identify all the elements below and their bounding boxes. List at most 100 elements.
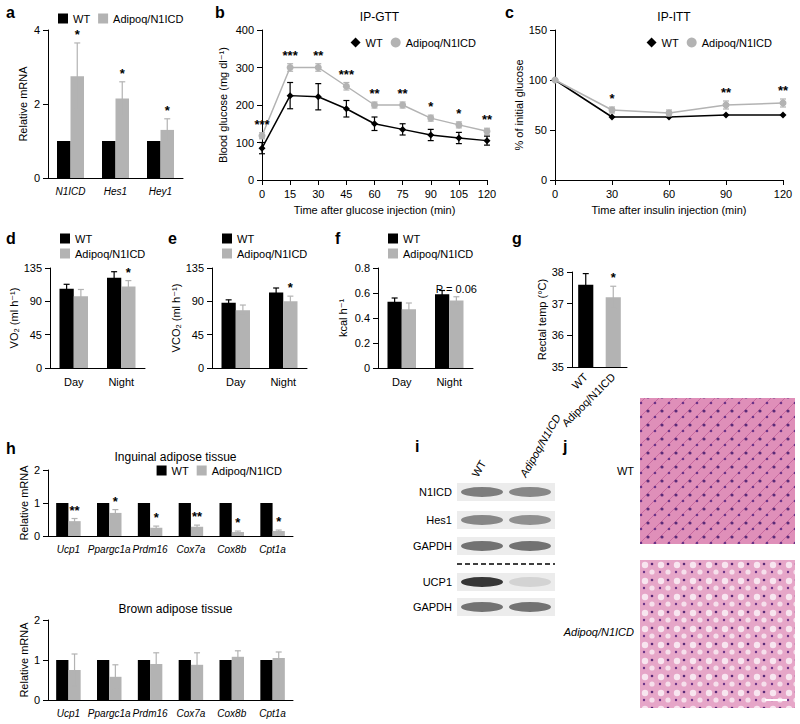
svg-text:Time after insulin injection (: Time after insulin injection (min) <box>592 204 747 216</box>
svg-text:**: ** <box>369 86 380 101</box>
svg-text:WT: WT <box>662 37 679 49</box>
svg-text:Rectal temp (°C): Rectal temp (°C) <box>536 279 548 360</box>
svg-text:60: 60 <box>663 188 675 200</box>
svg-text:VO₂ (ml h⁻¹): VO₂ (ml h⁻¹) <box>8 288 20 349</box>
svg-text:90: 90 <box>425 188 437 200</box>
svg-text:*: * <box>276 514 282 529</box>
svg-text:2: 2 <box>34 98 40 110</box>
svg-text:75: 75 <box>397 188 409 200</box>
svg-text:0.4: 0.4 <box>355 312 370 324</box>
svg-text:Adipoq/N1ICD: Adipoq/N1ICD <box>517 412 563 480</box>
svg-text:*: * <box>154 510 160 525</box>
svg-text:***: *** <box>339 67 355 82</box>
svg-text:Adipoq/N1ICD: Adipoq/N1ICD <box>237 248 307 260</box>
svg-text:90: 90 <box>192 295 204 307</box>
svg-text:0: 0 <box>34 694 40 706</box>
svg-text:Brown adipose tissue: Brown adipose tissue <box>118 602 232 616</box>
svg-text:Ppargc1a: Ppargc1a <box>88 708 131 719</box>
svg-text:c: c <box>505 4 514 21</box>
svg-text:30: 30 <box>312 188 324 200</box>
svg-text:Relative mRNA: Relative mRNA <box>18 622 30 698</box>
svg-text:Adipoq/N1ICD: Adipoq/N1ICD <box>406 37 476 49</box>
svg-text:38: 38 <box>552 266 564 278</box>
svg-text:*: * <box>609 91 615 106</box>
svg-text:**: ** <box>778 83 789 98</box>
svg-text:Relative mRNA: Relative mRNA <box>18 465 30 541</box>
svg-text:0.8: 0.8 <box>355 262 370 274</box>
svg-text:Prdm16: Prdm16 <box>133 708 168 719</box>
svg-text:Cox7a: Cox7a <box>176 544 205 555</box>
svg-text:WT: WT <box>172 465 189 477</box>
svg-text:d: d <box>6 230 16 247</box>
svg-text:Prdm16: Prdm16 <box>133 544 168 555</box>
svg-text:**: ** <box>721 85 732 100</box>
svg-text:0: 0 <box>34 530 40 542</box>
svg-text:*: * <box>165 103 171 118</box>
svg-text:60: 60 <box>368 188 380 200</box>
svg-text:*: * <box>126 265 132 280</box>
svg-text:0: 0 <box>198 362 204 374</box>
svg-text:IP-ITT: IP-ITT <box>657 10 691 24</box>
svg-text:0.6: 0.6 <box>355 287 370 299</box>
svg-text:N1ICD: N1ICD <box>419 486 452 498</box>
svg-text:WT: WT <box>617 465 634 477</box>
svg-text:h: h <box>6 440 16 457</box>
svg-text:**: ** <box>482 112 493 127</box>
svg-text:1: 1 <box>34 654 40 666</box>
svg-text:0: 0 <box>259 188 265 200</box>
svg-text:P = 0.06: P = 0.06 <box>436 283 477 295</box>
svg-text:15: 15 <box>284 188 296 200</box>
svg-text:**: ** <box>192 509 203 524</box>
svg-text:2: 2 <box>34 614 40 626</box>
svg-text:***: *** <box>283 48 299 63</box>
svg-text:37: 37 <box>552 298 564 310</box>
svg-text:Adipoq/N1ICD: Adipoq/N1ICD <box>75 248 145 260</box>
svg-text:Day: Day <box>64 376 84 388</box>
svg-text:50: 50 <box>535 124 547 136</box>
svg-text:Cox8b: Cox8b <box>217 708 246 719</box>
svg-text:45: 45 <box>340 188 352 200</box>
svg-text:WT: WT <box>469 458 488 479</box>
svg-text:135: 135 <box>24 262 42 274</box>
svg-text:N1ICD: N1ICD <box>55 186 85 197</box>
svg-text:2: 2 <box>34 464 40 476</box>
svg-text:0: 0 <box>541 174 547 186</box>
svg-text:Cpt1a: Cpt1a <box>259 708 286 719</box>
svg-text:45: 45 <box>192 329 204 341</box>
svg-text:90: 90 <box>30 295 42 307</box>
svg-text:*: * <box>288 280 294 295</box>
svg-text:0: 0 <box>364 362 370 374</box>
svg-text:b: b <box>215 4 225 21</box>
svg-text:*: * <box>611 270 617 285</box>
svg-text:**: ** <box>398 86 409 101</box>
svg-text:Adipoq/N1ICD: Adipoq/N1ICD <box>113 13 183 25</box>
svg-text:WT: WT <box>569 371 590 392</box>
svg-text:*: * <box>75 27 81 42</box>
svg-text:400: 400 <box>236 24 254 36</box>
svg-text:0.2: 0.2 <box>355 337 370 349</box>
svg-text:WT: WT <box>73 13 90 25</box>
svg-text:i: i <box>415 438 419 455</box>
svg-text:***: *** <box>254 117 270 132</box>
svg-text:100: 100 <box>236 137 254 149</box>
svg-text:105: 105 <box>450 188 468 200</box>
svg-text:GAPDH: GAPDH <box>413 540 452 552</box>
svg-text:0: 0 <box>552 188 558 200</box>
svg-text:0: 0 <box>248 174 254 186</box>
svg-text:Night: Night <box>108 376 134 388</box>
svg-text:% of initial glucose: % of initial glucose <box>513 59 525 150</box>
svg-text:Day: Day <box>392 376 412 388</box>
svg-text:300: 300 <box>236 62 254 74</box>
svg-text:Ucp1: Ucp1 <box>57 708 80 719</box>
svg-text:Adipoq/N1ICD: Adipoq/N1ICD <box>403 248 473 260</box>
svg-text:120: 120 <box>774 188 792 200</box>
svg-text:Night: Night <box>270 376 296 388</box>
svg-text:GAPDH: GAPDH <box>413 601 452 613</box>
svg-text:VCO₂ (ml h⁻¹): VCO₂ (ml h⁻¹) <box>170 284 182 353</box>
svg-text:IP-GTT: IP-GTT <box>360 10 400 24</box>
svg-text:Cox7a: Cox7a <box>176 708 205 719</box>
svg-text:*: * <box>120 66 126 81</box>
svg-text:g: g <box>512 230 522 247</box>
svg-text:35: 35 <box>552 361 564 373</box>
svg-text:*: * <box>428 99 434 114</box>
